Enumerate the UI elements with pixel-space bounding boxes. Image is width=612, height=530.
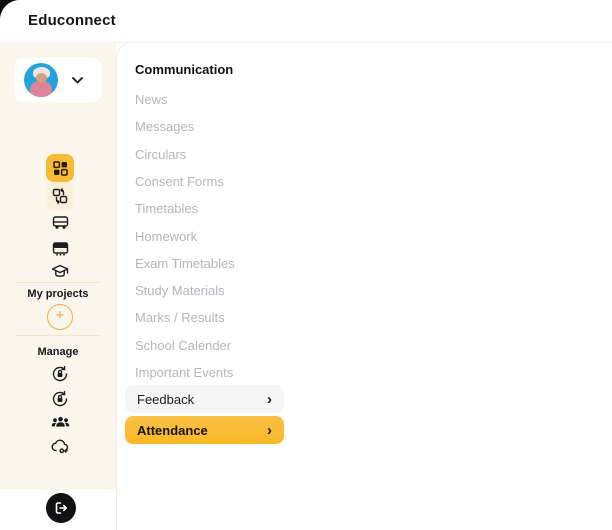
nav-item[interactable]: Circulars [135,146,187,162]
nav-item[interactable]: Messages [135,119,195,135]
password-lock-icon[interactable] [48,362,72,386]
cloud-access-icon[interactable] [48,434,72,458]
nav-item-feedback[interactable]: Feedback › [125,385,284,413]
groups-icon[interactable] [48,411,72,435]
rail-divider [16,335,100,336]
nav-item[interactable]: News [135,92,168,107]
nav-item[interactable]: Homework [135,228,198,244]
add-project-button[interactable]: + [47,304,73,330]
avatar[interactable] [24,63,58,97]
app-title: Educonnect [28,12,116,29]
transport-icon[interactable] [46,208,74,236]
content-panel: Communication News Messages Circulars Conse… [116,42,612,530]
nav-item-label: Feedback [137,391,195,407]
nav-item[interactable]: Exam Timetables [135,255,235,271]
education-icon[interactable] [46,258,74,286]
nav-item[interactable]: Marks / Results [135,310,225,326]
payments-icon[interactable] [46,234,74,262]
left-rail: My projects + Manage [0,42,116,523]
top-header: Educonnect [0,0,612,43]
avatar-face [36,73,47,83]
manage-label: Manage [37,346,79,358]
nav-item[interactable]: School Calender [135,337,232,353]
nav-item[interactable]: Study Materials [135,283,225,299]
nav-section-title: Communication [135,62,234,77]
chevron-right-icon: › [267,390,272,408]
profile-menu[interactable] [14,58,102,102]
nav-item[interactable]: Important Events [135,365,234,380]
chevron-down-icon[interactable] [72,76,83,84]
nav-item-attendance[interactable]: Attendance › [125,416,284,444]
logout-button[interactable] [46,493,76,523]
rail-divider [16,282,100,283]
dashboard-icon[interactable] [46,154,74,182]
avatar-body [30,81,52,97]
password-lock-icon[interactable] [48,387,72,411]
nav-item-label: Attendance [137,422,208,438]
transfer-icon[interactable] [46,182,74,210]
chevron-right-icon: › [267,421,272,439]
my-projects-label: My projects [27,288,89,300]
nav-item[interactable]: Timetables [135,201,199,217]
nav-item[interactable]: Consent Forms [135,173,224,189]
